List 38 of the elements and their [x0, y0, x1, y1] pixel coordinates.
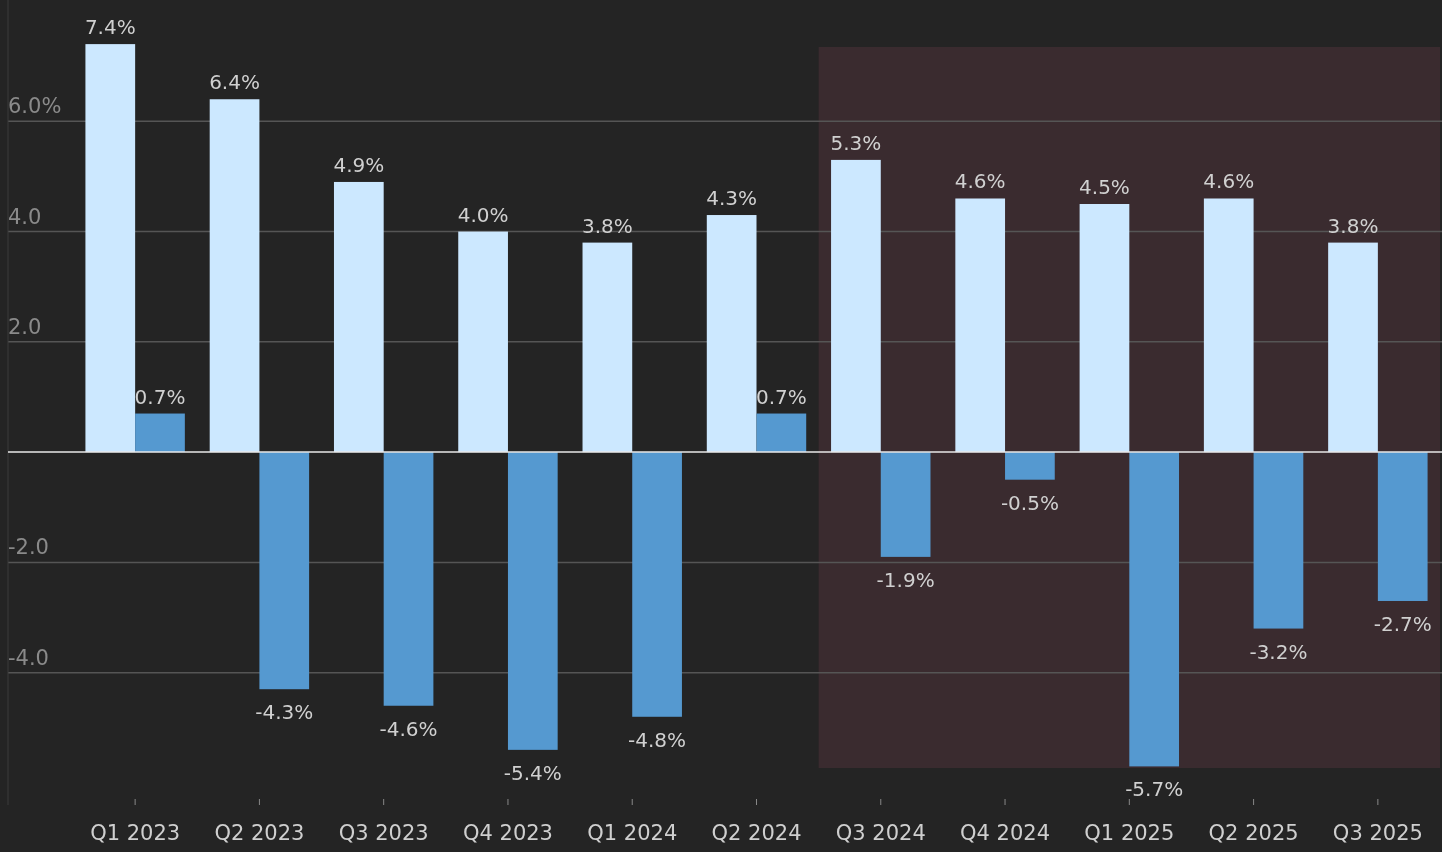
data-label: -4.8%	[628, 727, 687, 752]
x-tick-label: Q3 2025	[1332, 820, 1423, 845]
y-tick-label: -4.0	[8, 645, 49, 670]
x-tick-label: Q2 2023	[214, 820, 305, 845]
data-label: 4.0%	[457, 202, 509, 227]
data-label: -4.6%	[379, 716, 438, 741]
x-tick-label: Q1 2023	[90, 820, 181, 845]
y-tick-label: -2.0	[8, 535, 49, 560]
data-label: -5.7%	[1125, 777, 1184, 802]
x-tick-label: Q3 2023	[338, 820, 429, 845]
x-tick-label: Q1 2025	[1084, 820, 1175, 845]
data-label: 4.6%	[954, 169, 1006, 194]
data-label: -5.4%	[503, 760, 562, 785]
data-label: 4.3%	[706, 186, 758, 211]
data-label: 7.4%	[84, 15, 136, 40]
data-label: 4.6%	[1203, 169, 1255, 194]
data-label: -0.5%	[1000, 490, 1059, 515]
y-tick-label: 2.0	[8, 314, 42, 339]
x-tick-label: Q2 2025	[1208, 820, 1299, 845]
x-tick-label: Q3 2024	[835, 820, 926, 845]
data-label: 4.9%	[333, 152, 385, 177]
data-label: 0.7%	[755, 384, 807, 409]
data-label: 6.4%	[209, 70, 260, 95]
y-tick-label: 6.0%	[8, 94, 62, 119]
data-label: -4.3%	[255, 700, 314, 725]
data-label: 3.8%	[1327, 213, 1379, 238]
x-tick-label: Q4 2024	[960, 820, 1051, 845]
data-label: 0.7%	[134, 384, 186, 409]
data-label: -1.9%	[876, 567, 935, 592]
x-tick-label: Q4 2023	[462, 820, 553, 845]
y-tick-label: 4.0	[8, 204, 42, 229]
data-label: 3.8%	[581, 213, 633, 238]
x-tick-label: Q2 2024	[711, 820, 802, 845]
data-label: -3.2%	[1249, 639, 1308, 664]
data-label: 5.3%	[830, 130, 882, 155]
data-label: 4.5%	[1079, 175, 1130, 200]
data-label: -2.7%	[1373, 611, 1432, 636]
x-tick-label: Q1 2024	[587, 820, 678, 845]
